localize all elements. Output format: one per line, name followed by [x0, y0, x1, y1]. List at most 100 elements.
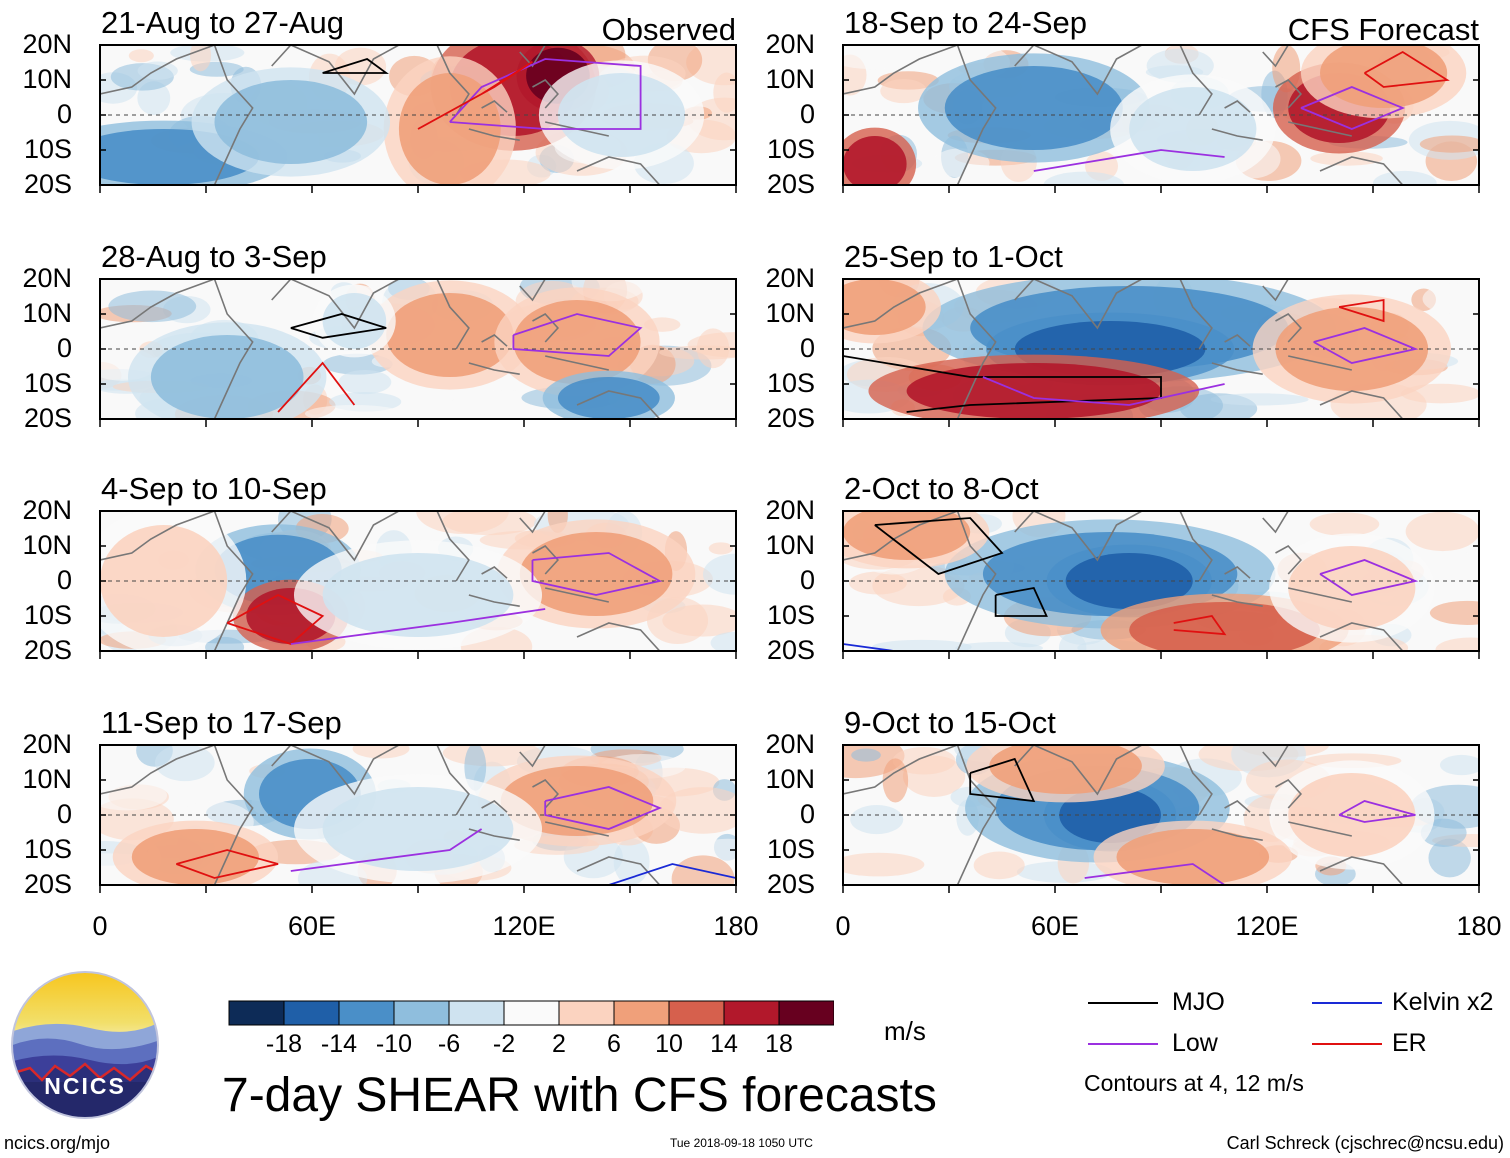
- legend-label-mjo: MJO: [1172, 988, 1225, 1016]
- lat-tick-label: 0: [56, 799, 72, 829]
- colorbar-tick-label: -18: [265, 1030, 303, 1058]
- lat-tick-label: 0: [799, 565, 815, 595]
- legend-line-er: [1312, 1043, 1382, 1045]
- colorbar-units: m/s: [884, 1016, 926, 1046]
- panel-title: 18-Sep to 24-Sep: [844, 5, 1088, 40]
- colorbar-cell: [228, 1000, 285, 1026]
- colorbar-cell: [668, 1000, 725, 1026]
- lat-tick-label: 10S: [766, 600, 815, 630]
- colorbar-cell: [778, 1000, 834, 1026]
- shear-map: [842, 44, 1480, 193]
- shear-map: [99, 44, 737, 193]
- colorbar-cell: [448, 1000, 505, 1026]
- lat-tick-label: 0: [799, 799, 815, 829]
- lat-tick-label: 10S: [766, 368, 815, 398]
- contour-note: Contours at 4, 12 m/s: [1084, 1070, 1304, 1096]
- author-credit: Carl Schreck (cjschrec@ncsu.edu): [1226, 1133, 1504, 1153]
- site-url: ncics.org/mjo: [4, 1133, 111, 1153]
- colorbar-tick-label: 14: [710, 1030, 738, 1058]
- lat-tick-label: 20N: [22, 495, 72, 525]
- lat-tick-label: 20S: [23, 635, 72, 665]
- panel-title: 9-Oct to 15-Oct: [844, 705, 1056, 740]
- lat-tick-label: 10N: [22, 298, 72, 328]
- legend-label-low: Low: [1172, 1029, 1218, 1057]
- lon-tick-label: 180: [713, 911, 759, 941]
- legend-line-mjo: [1088, 1002, 1158, 1004]
- lat-tick-label: 0: [799, 333, 815, 363]
- shear-map: [99, 510, 737, 659]
- panel-title: 21-Aug to 27-Aug: [101, 5, 345, 40]
- lat-tick-label: 10N: [765, 530, 815, 560]
- lat-tick-label: 20S: [23, 169, 72, 199]
- observed-label: Observed: [601, 12, 736, 47]
- lat-tick-label: 20N: [765, 729, 815, 759]
- lon-tick-label: 60E: [287, 911, 337, 941]
- lon-tick-label: 0: [835, 911, 851, 941]
- colorbar-cell: [503, 1000, 560, 1026]
- lat-tick-label: 20S: [766, 635, 815, 665]
- lat-tick-label: 10N: [22, 530, 72, 560]
- lat-tick-label: 20S: [766, 403, 815, 433]
- colorbar-cell: [393, 1000, 450, 1026]
- legend-line-kelvin: [1312, 1002, 1382, 1004]
- colorbar-cell: [338, 1000, 395, 1026]
- figure-title: 7-day SHEAR with CFS forecasts: [222, 1069, 937, 1122]
- lat-tick-label: 10N: [22, 764, 72, 794]
- lat-tick-label: 20S: [766, 869, 815, 899]
- colorbar-cell: [558, 1000, 615, 1026]
- lon-tick-label: 120E: [492, 911, 556, 941]
- lat-tick-label: 20N: [765, 29, 815, 59]
- lon-tick-label: 60E: [1030, 911, 1080, 941]
- colorbar: [228, 1000, 834, 1026]
- colorbar-tick-label: -6: [437, 1030, 461, 1058]
- panel-title: 4-Sep to 10-Sep: [101, 471, 327, 506]
- colorbar-tick-label: 10: [655, 1030, 683, 1058]
- lat-tick-label: 20N: [22, 29, 72, 59]
- lat-tick-label: 10S: [23, 134, 72, 164]
- lat-tick-label: 20S: [23, 869, 72, 899]
- lon-tick-label: 120E: [1235, 911, 1299, 941]
- lat-tick-label: 10S: [23, 834, 72, 864]
- logo-text: NCICS: [44, 1073, 126, 1099]
- lat-tick-label: 10N: [765, 764, 815, 794]
- colorbar-cell: [723, 1000, 780, 1026]
- colorbar-cell: [283, 1000, 340, 1026]
- panel-title: 25-Sep to 1-Oct: [844, 239, 1063, 274]
- lat-tick-label: 0: [799, 99, 815, 129]
- colorbar-tick-label: 18: [765, 1030, 793, 1058]
- lat-tick-label: 20N: [765, 495, 815, 525]
- lat-tick-label: 0: [56, 99, 72, 129]
- lat-tick-label: 20N: [765, 263, 815, 293]
- colorbar-tick-label: 6: [607, 1030, 621, 1058]
- forecast-label: CFS Forecast: [1287, 12, 1479, 47]
- lat-tick-label: 10N: [765, 64, 815, 94]
- lat-tick-label: 10S: [23, 600, 72, 630]
- shear-map: [842, 744, 1480, 893]
- lat-tick-label: 20N: [22, 263, 72, 293]
- legend-label-er: ER: [1392, 1029, 1427, 1057]
- timestamp: Tue 2018-09-18 1050 UTC: [670, 1136, 813, 1150]
- lon-tick-label: 180: [1456, 911, 1502, 941]
- colorbar-tick-label: -14: [320, 1030, 358, 1058]
- lat-tick-label: 0: [56, 565, 72, 595]
- legend-line-low: [1088, 1043, 1158, 1045]
- lon-tick-label: 0: [92, 911, 108, 941]
- lat-tick-label: 10S: [766, 134, 815, 164]
- lat-tick-label: 10N: [765, 298, 815, 328]
- shear-map: [99, 278, 737, 427]
- colorbar-tick-label: 2: [552, 1030, 566, 1058]
- lat-tick-label: 20S: [766, 169, 815, 199]
- lat-tick-label: 10S: [766, 834, 815, 864]
- shear-map: [842, 510, 1480, 659]
- shear-map: [99, 744, 737, 893]
- lat-tick-label: 0: [56, 333, 72, 363]
- lat-tick-label: 20S: [23, 403, 72, 433]
- legend-label-kelvin: Kelvin x2: [1392, 988, 1494, 1016]
- panel-title: 2-Oct to 8-Oct: [844, 471, 1039, 506]
- colorbar-tick-label: -2: [492, 1030, 516, 1058]
- panel-title: 11-Sep to 17-Sep: [101, 705, 342, 740]
- lat-tick-label: 20N: [22, 729, 72, 759]
- lat-tick-label: 10N: [22, 64, 72, 94]
- panel-title: 28-Aug to 3-Sep: [101, 239, 327, 274]
- shear-map: [842, 278, 1480, 427]
